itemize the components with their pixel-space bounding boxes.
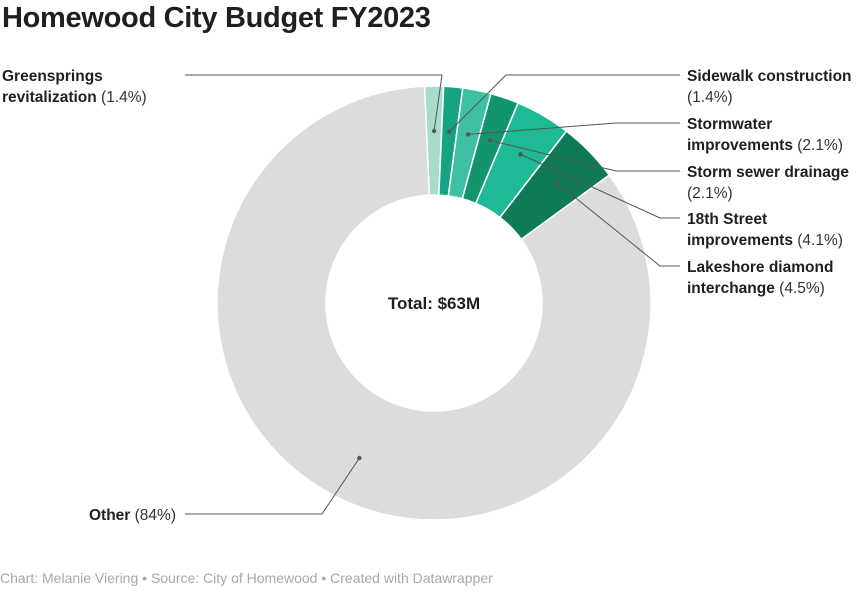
label-line: Other (84%) bbox=[89, 507, 176, 524]
label-line: revitalization (1.4%) bbox=[2, 89, 147, 106]
label-percent: (1.4%) bbox=[687, 89, 733, 106]
slices-group bbox=[216, 85, 652, 521]
leader-line-storm-sewer-drainage bbox=[489, 139, 680, 172]
slice-labels-group: Greensprings revitalization (1.4%) Sidewal… bbox=[2, 68, 852, 524]
label-line: improvements (4.1%) bbox=[687, 232, 843, 249]
leader-dot-stormwater-improvements bbox=[465, 132, 471, 137]
label-line: Greensprings bbox=[2, 68, 103, 85]
leader-lines-group bbox=[185, 74, 680, 515]
label-sidewalk-construction: Sidewalk construction (1.4%) bbox=[687, 68, 852, 106]
leader-dot-greenspringsrevitalization bbox=[431, 128, 437, 134]
label-line: improvements (2.1%) bbox=[687, 137, 843, 154]
label-greenspringsrevitalization: Greensprings revitalization (1.4%) bbox=[2, 68, 147, 106]
chart-footer: Chart: Melanie Viering • Source: City of… bbox=[0, 570, 493, 586]
slice-other bbox=[216, 85, 652, 521]
label-line: 18th Street bbox=[687, 211, 767, 228]
leader-dot-lakeshore-diamond-interchange bbox=[555, 180, 560, 186]
leader-line-lakeshore-diamond-interchange bbox=[556, 182, 680, 267]
label-stormwater-improvements: Stormwater improvements (2.1%) bbox=[687, 116, 843, 154]
leader-dot-storm-sewer-drainage bbox=[487, 138, 493, 143]
label-line: interchange (4.5%) bbox=[687, 280, 825, 297]
leader-line-18th-street-improvements bbox=[520, 153, 680, 219]
label-line: Lakeshore diamond bbox=[687, 259, 833, 276]
leader-dot-sidewalk-construction bbox=[447, 129, 452, 134]
label-lakeshore-diamond-interchange: Lakeshore diamond interchange (4.5%) bbox=[687, 259, 833, 297]
label-line: Storm sewer drainage bbox=[687, 164, 849, 181]
leader-dot-other bbox=[357, 455, 362, 461]
label-18th-street-improvements: 18th Street improvements (4.1%) bbox=[687, 211, 843, 249]
leader-line-other bbox=[185, 457, 360, 515]
chart-title: Homewood City Budget FY2023 bbox=[2, 2, 431, 34]
label-other: Other (84%) bbox=[89, 507, 176, 524]
leader-line-stormwater-improvements bbox=[468, 122, 680, 135]
leader-dot-18th-street-improvements bbox=[518, 152, 523, 157]
center-total-label: Total: $63M bbox=[388, 294, 480, 313]
label-line: Stormwater bbox=[687, 116, 772, 133]
label-line: Sidewalk construction bbox=[687, 68, 852, 85]
leader-line-sidewalk-construction bbox=[448, 74, 680, 133]
leader-line-greenspringsrevitalization bbox=[185, 74, 443, 132]
label-storm-sewer-drainage: Storm sewer drainage (2.1%) bbox=[687, 164, 849, 202]
label-percent: (2.1%) bbox=[687, 185, 733, 202]
